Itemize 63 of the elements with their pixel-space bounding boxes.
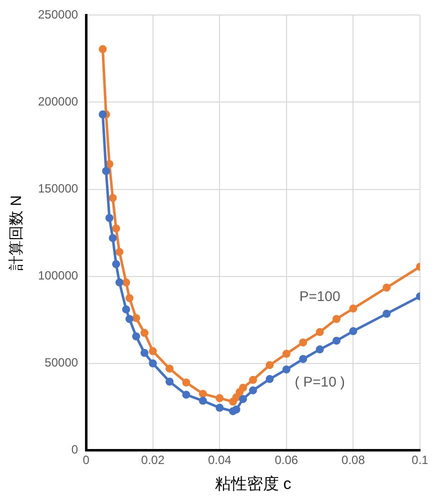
point <box>316 345 324 354</box>
series-label: P=100 <box>299 288 340 304</box>
point <box>332 336 341 345</box>
point <box>266 361 274 370</box>
y-tick-label: 50000 <box>44 356 78 370</box>
y-tick-label: 150000 <box>38 182 78 196</box>
point <box>125 294 134 302</box>
point <box>98 110 107 118</box>
point <box>249 376 258 384</box>
point <box>382 310 391 318</box>
point <box>382 284 391 292</box>
point <box>232 405 240 414</box>
point <box>166 364 174 373</box>
point <box>299 355 308 364</box>
point <box>108 234 117 242</box>
point <box>266 375 274 384</box>
point <box>332 314 341 323</box>
x-tick-label: 0.02 <box>141 452 165 467</box>
point <box>282 365 290 374</box>
point <box>198 396 207 405</box>
x-tick-label: 0 <box>82 452 90 467</box>
point <box>148 359 157 368</box>
y-tick-label: 200000 <box>38 94 78 109</box>
point <box>349 327 358 336</box>
point <box>132 332 140 340</box>
point <box>140 328 148 337</box>
point <box>239 395 248 404</box>
point <box>140 348 148 357</box>
point <box>132 314 140 322</box>
point <box>122 278 130 286</box>
series-label: ( P=10 ) <box>294 373 345 390</box>
point <box>282 350 290 358</box>
point <box>108 194 117 202</box>
point <box>122 305 130 314</box>
x-axis-title: 粘性密度 c <box>214 474 292 493</box>
y-tick-label: 250000 <box>38 8 78 22</box>
point <box>112 260 120 268</box>
point <box>112 224 120 232</box>
point <box>216 404 224 412</box>
point <box>299 338 308 346</box>
point <box>198 390 207 398</box>
point <box>216 394 224 402</box>
point <box>349 304 358 313</box>
point <box>249 386 258 394</box>
x-tick-label: 0.06 <box>274 452 298 467</box>
point <box>182 390 190 399</box>
point <box>148 347 157 356</box>
point <box>102 167 110 175</box>
point <box>115 278 124 286</box>
point <box>182 378 190 387</box>
x-tick-label: 0.08 <box>342 452 366 467</box>
y-axis-title: 計算回数 N <box>8 195 26 270</box>
y-tick-label: 0 <box>71 442 78 457</box>
point <box>98 45 107 54</box>
point <box>105 214 114 222</box>
x-tick-label: 0.1 <box>412 452 429 467</box>
y-tick-label: 100000 <box>38 268 78 283</box>
point <box>125 314 134 323</box>
x-tick-label: 0.04 <box>208 452 232 467</box>
point <box>316 328 324 336</box>
point <box>239 384 248 392</box>
point <box>115 248 124 256</box>
point <box>166 378 174 386</box>
